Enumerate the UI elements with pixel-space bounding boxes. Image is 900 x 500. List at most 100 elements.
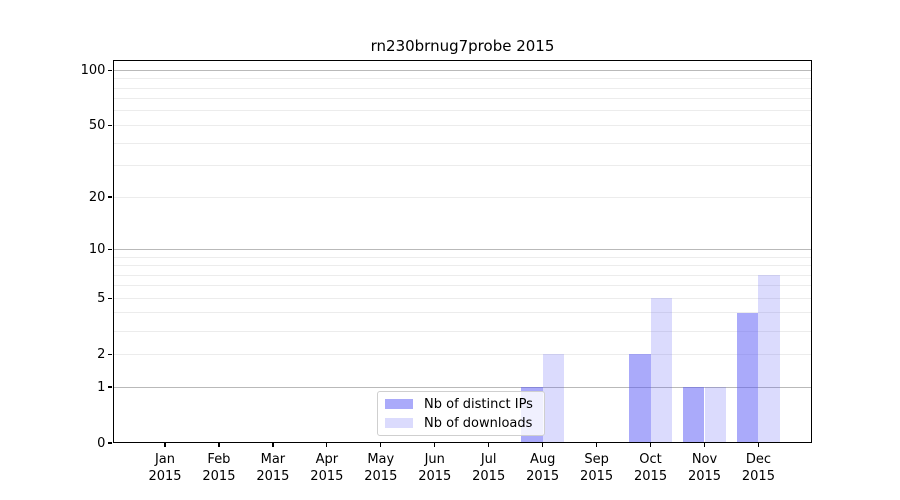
x-tick-year: 2015: [580, 469, 614, 484]
x-tick-year: 2015: [741, 469, 775, 484]
legend-swatch-distinct-ips: [385, 399, 413, 409]
major-gridline: [113, 69, 812, 71]
x-tick-label: Jan 2015: [130, 451, 200, 485]
x-tick-month: Aug: [529, 452, 556, 467]
minor-gridline: [113, 285, 812, 287]
y-tick-label: 2: [97, 346, 106, 362]
x-tick-year: 2015: [418, 469, 452, 484]
legend-label-downloads: Nb of downloads: [424, 415, 533, 431]
x-tick-label: Apr 2015: [292, 451, 362, 485]
y-tick: [108, 196, 113, 198]
minor-gridline: [113, 87, 812, 89]
x-tick-month: Apr: [315, 452, 339, 467]
x-tick-month: Jul: [480, 452, 497, 467]
minor-gridline: [113, 297, 812, 299]
y-tick: [108, 248, 113, 250]
chart-title: rn230brnug7probe 2015: [370, 37, 555, 55]
minor-gridline: [113, 78, 812, 80]
y-tick-label: 50: [88, 117, 106, 133]
x-tick-year: 2015: [634, 469, 668, 484]
x-tick: [272, 443, 274, 447]
legend-item-downloads: Nb of downloads: [385, 416, 538, 431]
y-tick: [108, 297, 113, 299]
bar-distinct-ips-oct: [628, 354, 651, 443]
minor-gridline: [113, 165, 812, 167]
minor-gridline: [113, 265, 812, 266]
y-tick-label: 20: [88, 189, 106, 205]
x-tick-month: Dec: [745, 452, 772, 467]
x-tick-label: Mar 2015: [238, 451, 308, 485]
x-tick-year: 2015: [202, 469, 236, 484]
y-tick: [108, 386, 113, 388]
x-tick-month: Feb: [207, 452, 231, 467]
y-tick: [108, 69, 113, 71]
x-tick-label: Jul 2015: [454, 451, 524, 485]
x-tick: [757, 443, 760, 447]
plot-area: [113, 60, 812, 443]
minor-gridline: [113, 124, 812, 126]
legend-item-distinct-ips: Nb of distinct IPs: [385, 397, 538, 412]
bar-distinct-ips-nov: [682, 387, 705, 443]
x-tick-month: Nov: [691, 452, 718, 467]
x-tick: [164, 443, 166, 447]
bar-downloads-nov: [704, 387, 727, 443]
x-tick: [218, 443, 220, 447]
x-tick: [595, 443, 598, 447]
legend: Nb of distinct IPs Nb of downloads: [377, 391, 545, 436]
minor-gridline: [113, 353, 812, 355]
minor-gridline: [113, 274, 812, 276]
x-tick-year: 2015: [364, 469, 398, 484]
x-tick-year: 2015: [687, 469, 722, 484]
x-tick-label: Nov 2015: [670, 451, 740, 485]
bar-downloads-aug: [542, 354, 565, 443]
minor-gridline: [113, 330, 812, 332]
x-tick: [380, 443, 382, 447]
minor-gridline: [113, 110, 812, 112]
minor-gridline: [113, 312, 812, 314]
x-tick-year: 2015: [148, 469, 182, 484]
x-tick-month: Mar: [260, 452, 286, 467]
y-tick: [108, 124, 113, 127]
y-tick: [108, 442, 113, 444]
y-tick-label: 0: [97, 435, 106, 451]
bar-downloads-dec: [758, 275, 781, 443]
x-tick-label: May 2015: [346, 451, 416, 485]
x-tick-label: Dec 2015: [723, 451, 793, 485]
bar-downloads-oct: [650, 298, 673, 443]
x-tick-month: Jan: [154, 452, 176, 467]
legend-label-distinct-ips: Nb of distinct IPs: [424, 396, 533, 412]
y-tick-label: 100: [80, 62, 106, 78]
x-tick-year: 2015: [256, 469, 290, 484]
y-tick: [108, 353, 113, 355]
minor-gridline: [113, 142, 812, 144]
x-tick: [488, 443, 490, 447]
legend-swatch-downloads: [385, 418, 413, 428]
x-tick-month: Jun: [424, 452, 445, 467]
x-tick-label: Feb 2015: [184, 451, 254, 485]
y-tick-label: 10: [88, 241, 106, 257]
y-tick-label: 5: [97, 290, 106, 306]
minor-gridline: [113, 256, 812, 258]
major-gridline: [113, 386, 812, 388]
y-tick-label: 1: [97, 379, 106, 395]
x-tick: [542, 443, 544, 447]
x-tick: [434, 443, 436, 447]
x-tick-year: 2015: [310, 469, 344, 484]
x-tick-label: Sep 2015: [562, 451, 632, 485]
x-tick-month: May: [367, 452, 395, 467]
x-tick-month: Oct: [639, 452, 662, 467]
x-tick: [703, 443, 706, 447]
x-tick-month: Sep: [584, 452, 609, 467]
bar-distinct-ips-dec: [736, 312, 759, 443]
x-tick-label: Jun 2015: [400, 451, 470, 485]
x-tick-label: Oct 2015: [616, 451, 686, 485]
minor-gridline: [113, 196, 812, 198]
x-tick: [649, 443, 652, 447]
x-tick-year: 2015: [526, 469, 560, 484]
x-tick-label: Aug 2015: [508, 451, 578, 485]
x-tick-year: 2015: [472, 469, 506, 484]
x-tick: [326, 443, 328, 447]
minor-gridline: [113, 98, 812, 100]
major-gridline: [113, 248, 812, 250]
